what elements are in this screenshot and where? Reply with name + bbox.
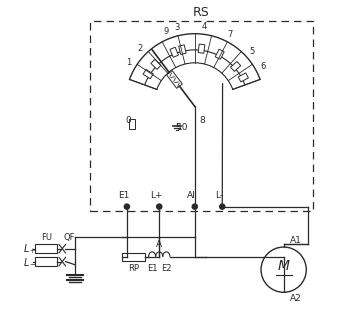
Text: 5: 5 [250,47,255,56]
Text: $L_-$: $L_-$ [23,257,37,267]
Bar [122,253,145,261]
Text: A1: A1 [290,236,302,245]
Text: L+: L+ [150,190,162,200]
Circle shape [192,204,198,209]
Bar [90,21,313,212]
Text: E2: E2 [161,264,172,274]
Text: 8: 8 [200,116,205,126]
Text: E1: E1 [118,190,129,200]
Text: $L_+$: $L_+$ [23,242,37,256]
Text: 10: 10 [177,123,188,132]
Circle shape [220,204,225,209]
Bar [151,59,161,69]
Text: 7: 7 [227,30,233,38]
Bar [215,49,224,59]
Text: 1: 1 [126,58,132,67]
Text: Al: Al [187,190,196,200]
Bar [129,119,135,129]
Circle shape [156,204,162,209]
Text: A: A [156,240,162,249]
Text: RS: RS [193,6,210,19]
Bar [166,71,182,88]
Bar [230,62,241,71]
Bar [238,73,249,82]
Text: M: M [278,259,290,274]
Bar [35,244,57,253]
Text: A2: A2 [290,294,302,303]
Bar [143,69,153,79]
Text: 6: 6 [261,62,266,71]
Text: L-: L- [215,190,223,200]
Text: RP: RP [128,264,139,273]
Text: QF: QF [64,233,75,242]
Text: E1: E1 [147,264,158,274]
Text: FU: FU [41,233,52,242]
Text: 2: 2 [137,44,143,53]
Bar [35,258,57,266]
Bar [179,45,186,54]
Text: 3: 3 [175,23,180,32]
Bar [198,44,205,53]
Bar [170,47,178,57]
Circle shape [124,204,130,209]
Text: 9: 9 [163,27,169,36]
Text: 0: 0 [126,116,131,126]
Text: 4: 4 [202,22,207,31]
Circle shape [261,247,306,292]
